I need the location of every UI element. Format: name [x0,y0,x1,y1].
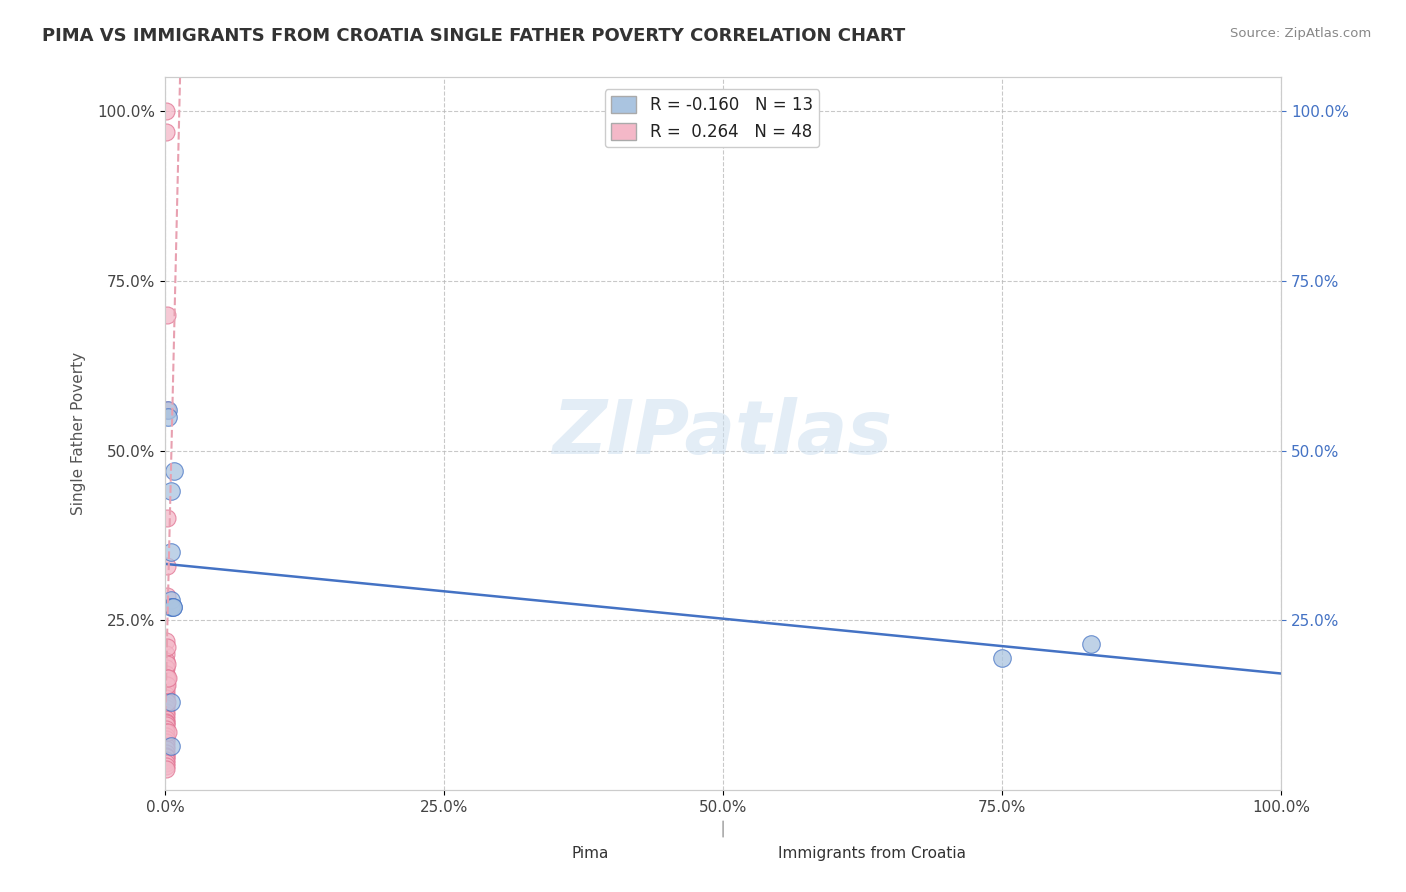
Point [155,718,177,732]
Point [162,599,184,614]
Text: Immigrants from Croatia: Immigrants from Croatia [778,846,966,861]
Point [155,712,177,726]
Point [155,714,177,729]
Point [155,759,177,773]
Text: PIMA VS IMMIGRANTS FROM CROATIA SINGLE FATHER POVERTY CORRELATION CHART: PIMA VS IMMIGRANTS FROM CROATIA SINGLE F… [42,27,905,45]
Point [155,716,177,731]
Point [155,654,177,668]
Point [155,691,177,706]
Point [155,763,177,777]
Point [162,599,184,614]
Text: ZIPatlas: ZIPatlas [553,397,893,470]
Point [159,599,181,614]
Point [155,729,177,743]
Point [155,756,177,770]
Point [155,698,177,712]
Point [156,640,179,655]
Point [155,742,177,756]
Point [155,708,177,723]
Point [155,671,177,685]
Point [155,647,177,661]
Point [159,545,181,559]
Point [156,671,179,685]
Point [1080,637,1102,651]
Point [991,650,1014,665]
Point [155,735,177,749]
Point [156,558,179,573]
Point [155,739,177,753]
Point [159,484,181,499]
Point [156,695,179,709]
Point [155,688,177,702]
Point [156,678,179,692]
Point [155,731,177,746]
Point [156,308,179,322]
Point [155,750,177,764]
Point [155,125,177,139]
Point [155,748,177,763]
Point [155,667,177,681]
Point [156,590,179,604]
Point [156,403,179,417]
Point [159,695,181,709]
Point [155,722,177,736]
Point [155,695,177,709]
Point [155,746,177,760]
Point [157,403,180,417]
Point [159,739,181,753]
Point [155,725,177,739]
Point [159,592,181,607]
Text: Pima: Pima [572,846,609,861]
Point [155,701,177,715]
Point [155,661,177,675]
Point [155,678,177,692]
Legend: R = -0.160   N = 13, R =  0.264   N = 48: R = -0.160 N = 13, R = 0.264 N = 48 [605,89,820,147]
Point [157,671,180,685]
Point [155,633,177,648]
Point [155,104,177,119]
Point [157,409,180,424]
Point [155,684,177,698]
Point [155,705,177,719]
Point [163,464,186,478]
Point [155,678,177,692]
Point [156,657,179,672]
Text: Source: ZipAtlas.com: Source: ZipAtlas.com [1230,27,1371,40]
Y-axis label: Single Father Poverty: Single Father Poverty [72,352,86,516]
Point [155,753,177,767]
Point [157,725,180,739]
Point [156,511,179,525]
